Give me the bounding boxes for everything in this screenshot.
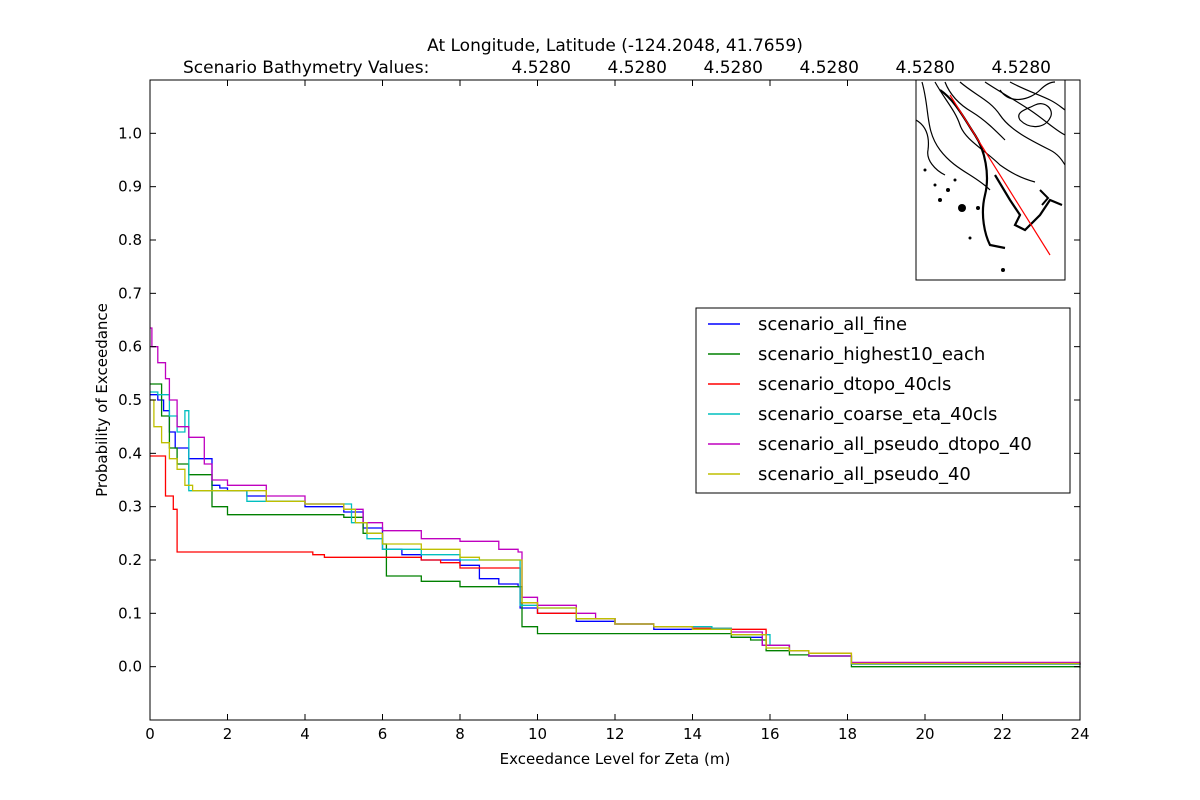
bathymetry-value: 4.5280	[992, 58, 1051, 78]
y-tick-label: 0.5	[118, 391, 142, 409]
x-tick-label: 14	[683, 725, 702, 743]
y-tick-label: 0.1	[118, 604, 142, 622]
x-tick-label: 8	[455, 725, 465, 743]
x-tick-label: 4	[300, 725, 310, 743]
x-tick-label: 10	[528, 725, 547, 743]
series-layer	[150, 327, 1081, 668]
x-tick-label: 22	[993, 725, 1012, 743]
shoreline	[1039, 189, 1050, 206]
island-mark	[968, 236, 972, 240]
bathymetry-value: 4.5280	[704, 58, 763, 78]
contour-line	[944, 81, 1006, 141]
y-tick-label: 0.7	[118, 284, 142, 302]
x-tick-label: 24	[1070, 725, 1089, 743]
y-tick-label: 0.6	[118, 338, 142, 356]
contour-line	[916, 119, 946, 176]
y-ticks: 0.0 0.1 0.2 0.3 0.4 0.5 0.6 0.7 0.8 0.9 1.0	[118, 124, 1080, 676]
contour-line	[921, 81, 991, 191]
series-line-scenario_all_pseudo_40	[150, 399, 1081, 665]
y-tick-label: 0.8	[118, 231, 142, 249]
x-tick-label: 6	[378, 725, 388, 743]
island-mark	[923, 168, 927, 172]
inset-map	[915, 79, 1066, 281]
bathymetry-value: 4.5280	[512, 58, 571, 78]
island-mark	[953, 178, 957, 182]
island-mark	[1001, 268, 1005, 272]
shoreline	[994, 174, 1063, 232]
chart-title-line1: At Longitude, Latitude (-124.2048, 41.76…	[427, 36, 803, 56]
y-axis-label: Probability of Exceedance	[93, 303, 111, 497]
y-tick-label: 0.4	[118, 444, 142, 462]
contour-line	[1018, 103, 1052, 128]
legend: scenario_all_fine scenario_highest10_each…	[695, 307, 1071, 494]
contour-line	[959, 81, 1065, 166]
island-mark	[933, 183, 937, 187]
bathymetry-value: 4.5280	[800, 58, 859, 78]
island-mark	[946, 188, 950, 192]
x-tick-label: 16	[760, 725, 779, 743]
x-tick-label: 18	[838, 725, 857, 743]
legend-label: scenario_dtopo_40cls	[758, 374, 951, 395]
y-tick-label: 1.0	[118, 124, 142, 142]
legend-box	[695, 307, 1071, 494]
x-tick-label: 2	[223, 725, 233, 743]
legend-label: scenario_all_fine	[758, 314, 907, 335]
contour-line	[1009, 81, 1065, 111]
legend-label: scenario_all_pseudo_dtopo_40	[758, 434, 1032, 455]
series-line-scenario_all_pseudo_dtopo_40	[150, 327, 1081, 664]
contour-line	[999, 81, 1056, 100]
legend-label: scenario_highest10_each	[758, 344, 985, 365]
y-tick-label: 0.2	[118, 551, 142, 569]
bathymetry-value: 4.5280	[896, 58, 955, 78]
y-tick-label: 0.3	[118, 498, 142, 516]
legend-label: scenario_all_pseudo_40	[758, 464, 971, 485]
island-mark	[958, 204, 966, 212]
bathymetry-value: 4.5280	[608, 58, 667, 78]
contour-line	[984, 81, 1065, 136]
island-mark	[938, 198, 942, 202]
x-tick-label: 20	[915, 725, 934, 743]
bathymetry-label: Scenario Bathymetry Values:	[183, 58, 429, 78]
contour-line	[934, 81, 1036, 183]
plot-area: 0 2 4 6 8 10 12 14 16 18 20 22 24 0.00.10.20.30.40.5…	[118, 79, 1090, 743]
x-axis-label: Exceedance Level for Zeta (m)	[500, 750, 731, 768]
legend-label: scenario_coarse_eta_40cls	[758, 404, 997, 425]
x-tick-label: 0	[145, 725, 155, 743]
bathymetry-values: 4.5280 4.5280 4.5280 4.5280 4.5280 4.5280	[512, 58, 1051, 78]
chart-title-line2: Scenario Bathymetry Values: 4.5280 4.5280…	[183, 58, 1051, 78]
transect-line	[949, 94, 1051, 256]
y-tick-label: 0.0	[118, 658, 142, 676]
x-ticks: 0 2 4 6 8 10 12 14 16 18 20 22 24	[145, 80, 1090, 743]
y-tick-label: 0.9	[118, 178, 142, 196]
x-tick-label: 12	[605, 725, 624, 743]
island-mark	[976, 206, 980, 210]
